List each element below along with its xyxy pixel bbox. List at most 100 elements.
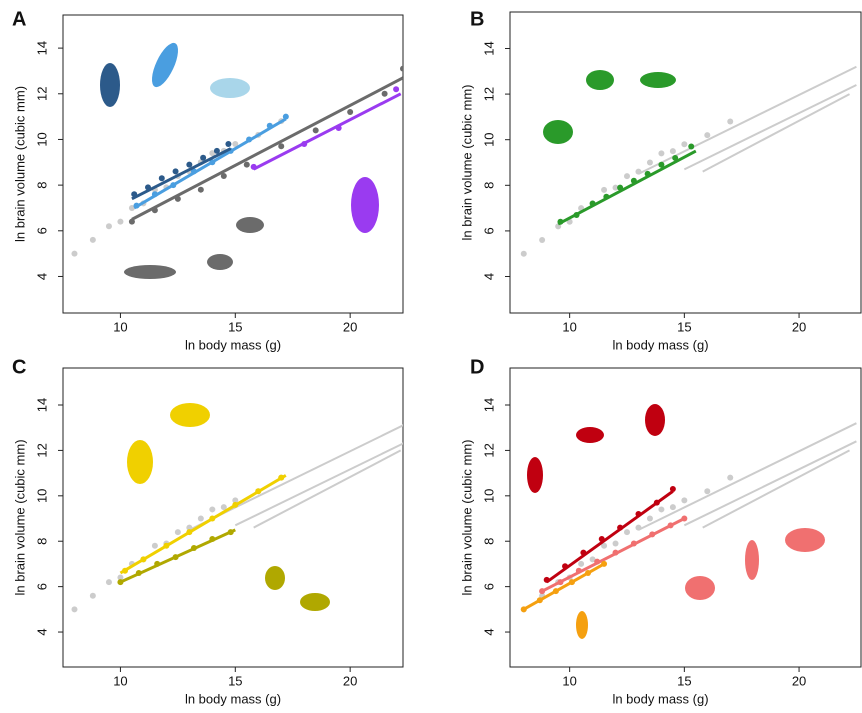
point	[539, 237, 546, 244]
point	[71, 250, 78, 257]
y-tick-label: 14	[481, 41, 496, 55]
woodpecker-silhouette	[527, 457, 543, 493]
point	[197, 186, 204, 193]
fit-line	[131, 76, 403, 221]
point	[197, 515, 204, 522]
point	[589, 556, 596, 563]
point	[278, 143, 285, 150]
point	[727, 474, 734, 481]
x-tick-label: 10	[562, 319, 576, 334]
point	[393, 86, 400, 93]
y-tick-label: 4	[481, 273, 496, 280]
archaeopteryx-silhouette	[124, 265, 176, 279]
point	[220, 504, 227, 511]
x-tick-label: 15	[228, 319, 242, 334]
x-tick-label: 20	[792, 319, 806, 334]
point	[646, 159, 653, 166]
point	[347, 109, 354, 116]
point	[658, 161, 665, 168]
point	[612, 540, 619, 547]
point	[612, 184, 619, 191]
y-tick-label: 12	[34, 87, 49, 101]
point	[213, 147, 220, 154]
point	[89, 592, 96, 599]
point	[672, 154, 679, 161]
point	[174, 529, 181, 536]
point	[704, 132, 711, 139]
plot-area	[520, 65, 857, 257]
y-tick-label: 14	[481, 398, 496, 412]
fit-line	[702, 93, 850, 173]
point	[117, 218, 124, 225]
y-tick-label: 12	[481, 443, 496, 457]
x-tick-label: 20	[343, 673, 357, 688]
point	[669, 148, 676, 155]
point	[105, 579, 112, 586]
y-tick-label: 10	[34, 489, 49, 503]
point	[186, 161, 193, 168]
x-axis-label: ln body mass (g)	[612, 337, 708, 352]
plot-frame	[62, 367, 404, 668]
quail-silhouette	[265, 566, 285, 590]
point	[71, 606, 78, 613]
fit-line	[683, 84, 857, 171]
y-tick-label: 4	[34, 628, 49, 635]
x-tick-label: 15	[677, 319, 691, 334]
x-axis-label: ln body mass (g)	[185, 337, 281, 352]
panel-label: A	[12, 8, 26, 30]
x-tick-label: 15	[677, 673, 691, 688]
point	[400, 65, 403, 72]
point	[209, 506, 216, 513]
plot-area	[71, 424, 403, 613]
point	[105, 223, 112, 230]
y-tick-label: 4	[481, 628, 496, 635]
cormorant-silhouette	[170, 403, 210, 427]
hawk-silhouette	[151, 42, 179, 88]
point	[158, 175, 165, 182]
crane-silhouette	[586, 70, 614, 90]
panel-label: C	[12, 356, 26, 378]
y-tick-label: 8	[481, 182, 496, 189]
x-tick-label: 20	[343, 319, 357, 334]
fit-line	[683, 440, 857, 527]
pigeon-silhouette	[207, 254, 233, 270]
point	[578, 560, 585, 567]
y-tick-label: 8	[34, 182, 49, 189]
x-tick-label: 10	[113, 673, 127, 688]
point	[312, 127, 319, 134]
point	[232, 497, 239, 504]
point	[520, 250, 527, 257]
fit-line	[523, 562, 605, 611]
point	[727, 118, 734, 125]
y-tick-label: 10	[481, 489, 496, 503]
point	[220, 172, 227, 179]
fit-line	[119, 474, 287, 575]
point	[151, 542, 158, 549]
fit-line	[545, 490, 674, 584]
point	[669, 486, 676, 493]
y-tick-label: 12	[481, 87, 496, 101]
point	[225, 141, 232, 148]
fit-line	[541, 517, 686, 593]
fit-line	[133, 117, 287, 210]
point	[209, 150, 216, 157]
plot-frame	[62, 14, 404, 314]
point	[646, 515, 653, 522]
cockatoo-silhouette	[645, 404, 665, 436]
point	[688, 143, 695, 150]
x-tick-label: 10	[562, 673, 576, 688]
y-tick-label: 6	[481, 227, 496, 234]
y-tick-label: 6	[481, 583, 496, 590]
y-tick-label: 14	[34, 41, 49, 55]
fit-line	[252, 92, 402, 171]
point	[624, 173, 630, 180]
panel-label: B	[470, 8, 484, 30]
x-tick-label: 10	[113, 319, 127, 334]
point	[200, 154, 207, 161]
point	[601, 186, 608, 193]
crow-silhouette	[576, 427, 604, 443]
panel-label: D	[470, 356, 484, 378]
y-tick-label: 4	[34, 273, 49, 280]
y-axis-label: ln brain volume (cubic mm)	[12, 86, 27, 242]
point	[381, 90, 388, 97]
